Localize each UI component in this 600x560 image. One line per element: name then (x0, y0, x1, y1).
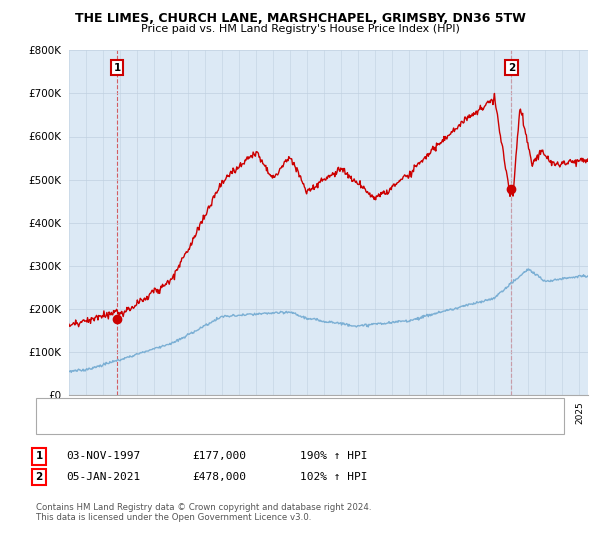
Text: THE LIMES, CHURCH LANE, MARSHCHAPEL, GRIMSBY, DN36 5TW: THE LIMES, CHURCH LANE, MARSHCHAPEL, GRI… (74, 12, 526, 25)
Text: 2: 2 (508, 63, 515, 73)
Text: £177,000: £177,000 (192, 451, 246, 461)
Text: THE LIMES, CHURCH LANE, MARSHCHAPEL, GRIMSBY, DN36 5TW (detached house): THE LIMES, CHURCH LANE, MARSHCHAPEL, GRI… (81, 403, 512, 413)
Text: 05-JAN-2021: 05-JAN-2021 (66, 472, 140, 482)
Text: 1: 1 (113, 63, 121, 73)
Text: HPI: Average price, detached house, East Lindsey: HPI: Average price, detached house, East… (81, 420, 340, 430)
Text: 190% ↑ HPI: 190% ↑ HPI (300, 451, 367, 461)
Text: Contains HM Land Registry data © Crown copyright and database right 2024.
This d: Contains HM Land Registry data © Crown c… (36, 503, 371, 522)
Text: Price paid vs. HM Land Registry's House Price Index (HPI): Price paid vs. HM Land Registry's House … (140, 24, 460, 34)
Text: 03-NOV-1997: 03-NOV-1997 (66, 451, 140, 461)
Text: £478,000: £478,000 (192, 472, 246, 482)
Text: 2: 2 (35, 472, 43, 482)
Text: 102% ↑ HPI: 102% ↑ HPI (300, 472, 367, 482)
Text: 1: 1 (35, 451, 43, 461)
